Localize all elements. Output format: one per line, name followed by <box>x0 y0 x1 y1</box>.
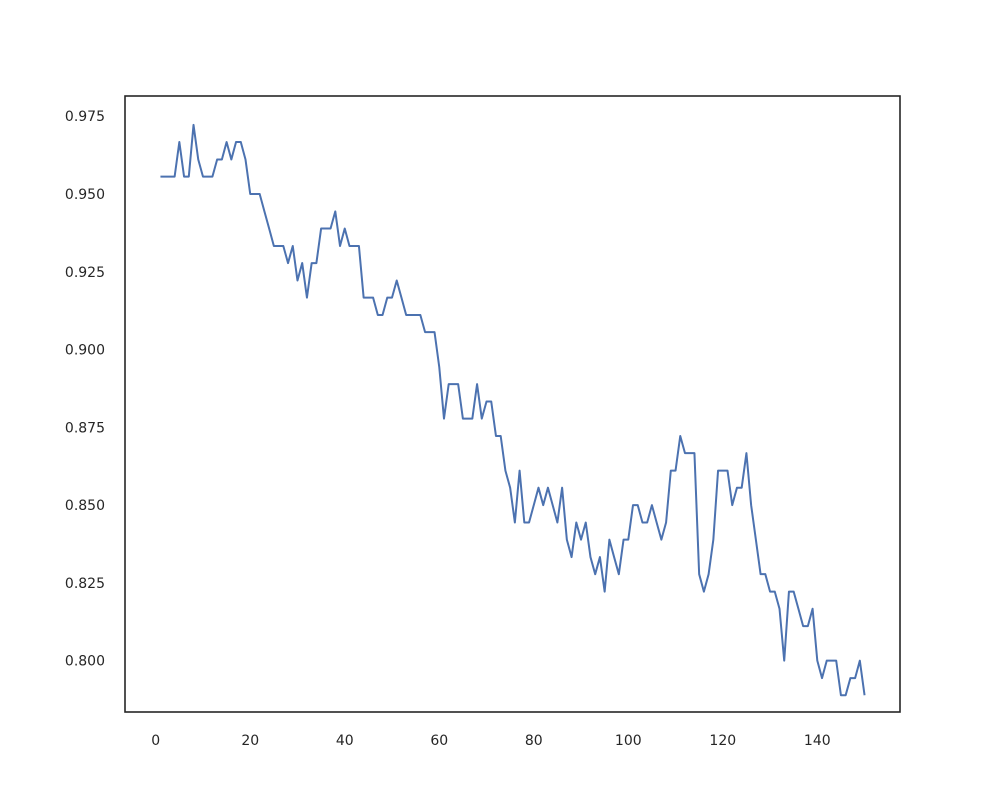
y-tick-label: 0.800 <box>65 654 105 670</box>
y-axis-ticks: 0.800 0.825 0.850 0.875 0.900 0.925 0.950 0.975 <box>65 109 105 669</box>
x-tick-label: 80 <box>525 733 543 749</box>
x-tick-label: 20 <box>241 733 259 749</box>
y-tick-label: 0.900 <box>65 343 105 359</box>
x-tick-label: 120 <box>709 733 736 749</box>
x-tick-label: 60 <box>430 733 448 749</box>
y-tick-label: 0.825 <box>65 576 105 592</box>
x-tick-label: 0 <box>151 733 160 749</box>
axes-frame <box>124 95 901 713</box>
x-axis-ticks: 0 20 40 60 80 100 120 140 <box>151 733 830 749</box>
x-tick-label: 100 <box>615 733 642 749</box>
y-tick-label: 0.850 <box>65 498 105 514</box>
series-line <box>160 123 866 697</box>
y-tick-label: 0.975 <box>65 109 105 125</box>
y-tick-label: 0.875 <box>65 420 105 436</box>
y-tick-label: 0.925 <box>65 265 105 281</box>
y-tick-label: 0.950 <box>65 187 105 203</box>
x-tick-label: 40 <box>336 733 354 749</box>
x-tick-label: 140 <box>804 733 831 749</box>
